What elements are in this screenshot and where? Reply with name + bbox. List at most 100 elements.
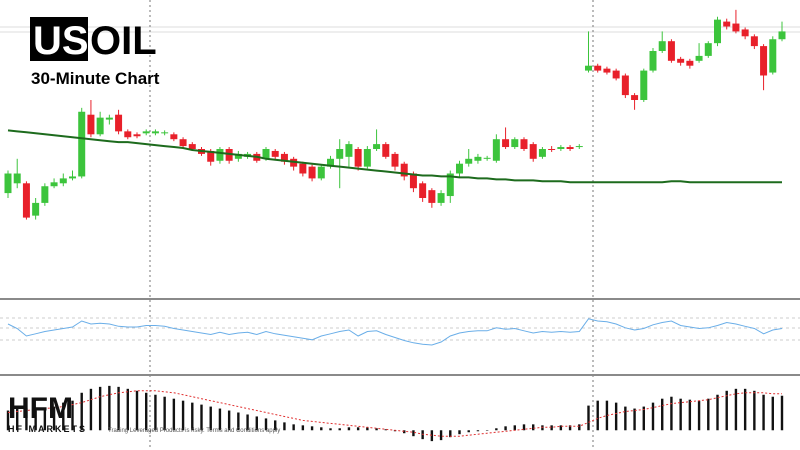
symbol-highlight: US	[33, 19, 89, 63]
candle-body	[299, 163, 307, 174]
candle-body	[566, 147, 574, 149]
histogram-bar	[661, 398, 664, 431]
candle-body	[115, 114, 123, 132]
candle-body	[585, 65, 592, 71]
histogram-bar	[163, 396, 166, 431]
histogram-bar	[71, 400, 74, 431]
candle-body	[769, 39, 777, 73]
histogram-bar	[550, 425, 553, 431]
candle-body	[308, 166, 316, 179]
candle-body	[151, 131, 159, 134]
candle-body	[207, 150, 215, 162]
histogram-bar	[762, 394, 765, 431]
candle-body	[612, 70, 620, 79]
candle-body	[124, 131, 132, 138]
histogram-bar	[495, 428, 498, 431]
candle-body	[142, 131, 150, 134]
histogram-bar	[439, 430, 443, 441]
histogram-bar	[578, 424, 581, 431]
candle-body	[714, 19, 721, 44]
histogram-bar	[504, 426, 507, 431]
histogram-bar	[633, 408, 636, 431]
candle-body	[317, 166, 325, 179]
candle-body	[557, 147, 565, 149]
candle-body	[216, 149, 224, 161]
histogram-bar	[264, 418, 268, 431]
candle-body	[704, 43, 712, 56]
candle-body	[750, 36, 758, 47]
candle-body	[59, 178, 67, 184]
histogram-bar	[191, 402, 194, 431]
candle-body	[667, 41, 675, 61]
histogram-bar	[532, 424, 535, 431]
candle-body	[409, 173, 417, 189]
histogram-bar	[347, 427, 351, 431]
histogram-bar	[274, 420, 277, 431]
candle-body	[179, 139, 187, 147]
candle-body	[69, 176, 76, 179]
candle-body	[741, 29, 749, 37]
candle-body	[649, 51, 657, 71]
candle-body	[631, 95, 639, 100]
histogram-bar	[80, 392, 83, 431]
candle-body	[290, 158, 298, 167]
candle-body	[41, 186, 49, 203]
candle-body	[327, 158, 334, 167]
histogram-bar	[476, 430, 480, 432]
histogram-bar	[366, 427, 369, 431]
histogram-bar	[467, 430, 470, 433]
histogram-bar	[145, 392, 148, 431]
company: HF MARKETS	[8, 424, 87, 434]
candle-body	[695, 55, 703, 61]
candle-body	[373, 144, 381, 149]
histogram-bar	[237, 412, 240, 431]
moving-average	[7, 129, 782, 184]
histogram-bar	[356, 427, 360, 431]
histogram-bar	[6, 410, 10, 431]
histogram-bar	[688, 399, 692, 431]
histogram-bar	[62, 402, 65, 431]
histogram-bar	[246, 414, 249, 431]
oscillator-line	[7, 318, 783, 346]
histogram-bar	[108, 385, 111, 431]
candle-body	[658, 41, 666, 51]
histogram-bar	[200, 404, 203, 431]
histogram-bar	[734, 388, 738, 431]
candle-body	[354, 149, 362, 167]
candle-body	[760, 46, 768, 76]
candle-body	[428, 190, 436, 203]
histogram-bar	[181, 400, 185, 431]
candle-body	[32, 202, 40, 216]
histogram-bar	[52, 406, 56, 431]
candle-body	[280, 153, 288, 162]
histogram-bar	[697, 400, 701, 431]
candle-body	[78, 111, 86, 177]
histogram-bar	[227, 410, 231, 431]
histogram-bar	[375, 428, 378, 431]
histogram-bar	[43, 408, 47, 431]
histogram-bar	[209, 406, 212, 431]
candle-body	[621, 75, 629, 96]
histogram-bar	[117, 386, 120, 431]
histogram-bar	[98, 386, 102, 431]
candle-body	[529, 144, 537, 159]
histogram-bar	[458, 430, 461, 435]
candle-body	[96, 117, 104, 135]
histogram-bar	[753, 390, 756, 431]
candle-body	[640, 70, 648, 100]
histogram-bar	[716, 394, 719, 431]
histogram-bar	[596, 400, 599, 431]
histogram-bar	[559, 425, 563, 431]
candle-body	[474, 156, 482, 161]
histogram-bar	[587, 405, 590, 431]
histogram-bar	[329, 428, 332, 431]
histogram-bar	[624, 406, 627, 431]
histogram-bar	[283, 422, 286, 431]
candle-body	[520, 139, 528, 149]
candle-body	[686, 60, 694, 66]
candle-body	[50, 182, 58, 187]
candle-body	[594, 65, 602, 71]
candle-body	[492, 139, 500, 161]
candle-body	[345, 144, 353, 157]
